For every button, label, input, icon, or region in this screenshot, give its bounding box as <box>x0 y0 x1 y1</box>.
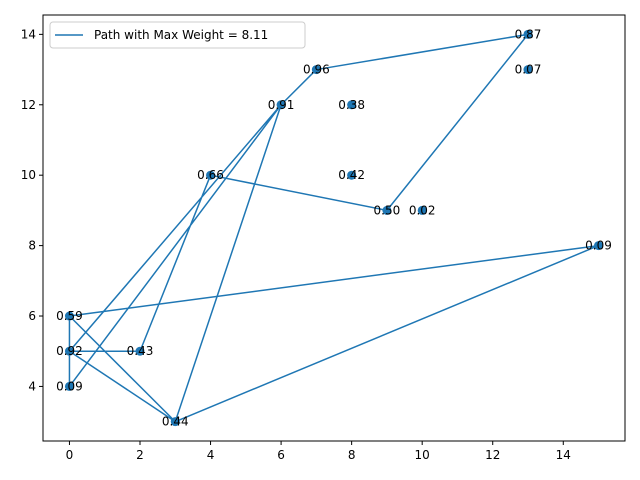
y-tick-label: 4 <box>28 379 36 393</box>
data-points <box>64 29 604 427</box>
data-point <box>417 205 427 215</box>
legend: Path with Max Weight = 8.11 <box>49 21 306 49</box>
point-weight-label: 0.09 <box>56 379 83 393</box>
point-weight-label: 0.07 <box>515 63 542 77</box>
point-weight-label: 0.96 <box>303 63 330 77</box>
point-weight-label: 0.02 <box>409 203 436 217</box>
point-weight-label: 0.38 <box>338 98 365 112</box>
data-point <box>523 65 533 75</box>
point-weight-label: 0.44 <box>162 415 189 429</box>
series-line-segment <box>69 244 600 423</box>
point-weight-label: 0.50 <box>374 203 401 217</box>
x-axis-ticks: 0 2 4 6 8 10 12 14 <box>66 441 571 462</box>
x-tick-label: 10 <box>415 448 430 462</box>
series-lines <box>68 33 600 423</box>
series-line-path <box>68 33 529 423</box>
data-point <box>170 417 180 427</box>
y-tick-label: 6 <box>28 309 36 323</box>
x-tick-label: 14 <box>556 448 571 462</box>
y-tick-label: 10 <box>21 168 36 182</box>
data-point <box>276 100 286 110</box>
data-point <box>64 346 74 356</box>
data-point <box>347 170 357 180</box>
y-tick-label: 8 <box>28 239 36 253</box>
x-tick-label: 12 <box>485 448 500 462</box>
x-tick-label: 2 <box>136 448 144 462</box>
legend-box <box>49 21 306 49</box>
x-tick-label: 8 <box>348 448 356 462</box>
point-weight-label: 0.43 <box>127 344 154 358</box>
point-weight-label: 0.92 <box>56 344 83 358</box>
data-point <box>206 170 216 180</box>
data-point <box>64 381 74 391</box>
axes-frame <box>42 14 626 442</box>
point-weight-label: 0.42 <box>338 168 365 182</box>
data-point <box>64 311 74 321</box>
y-tick-label: 12 <box>21 98 36 112</box>
data-point <box>347 100 357 110</box>
data-point <box>523 29 533 39</box>
x-tick-label: 6 <box>277 448 285 462</box>
point-weight-label: 0.59 <box>56 309 83 323</box>
data-point <box>311 65 321 75</box>
x-tick-label: 4 <box>207 448 215 462</box>
point-weight-label: 0.09 <box>585 239 612 253</box>
point-weight-label: 0.87 <box>515 27 542 41</box>
point-labels: 0.09 0.92 0.59 0.43 0.44 0.66 0.91 0.96 0.38 0.42… <box>56 27 612 428</box>
point-weight-label: 0.66 <box>197 168 224 182</box>
legend-entry-label: Path with Max Weight = 8.11 <box>94 28 268 42</box>
y-axis-ticks: 4 6 8 10 12 14 <box>21 27 43 393</box>
data-point <box>135 346 145 356</box>
point-weight-label: 0.91 <box>268 98 295 112</box>
y-tick-label: 14 <box>21 27 36 41</box>
data-point <box>382 205 392 215</box>
x-tick-label: 0 <box>66 448 74 462</box>
data-point <box>594 241 604 251</box>
